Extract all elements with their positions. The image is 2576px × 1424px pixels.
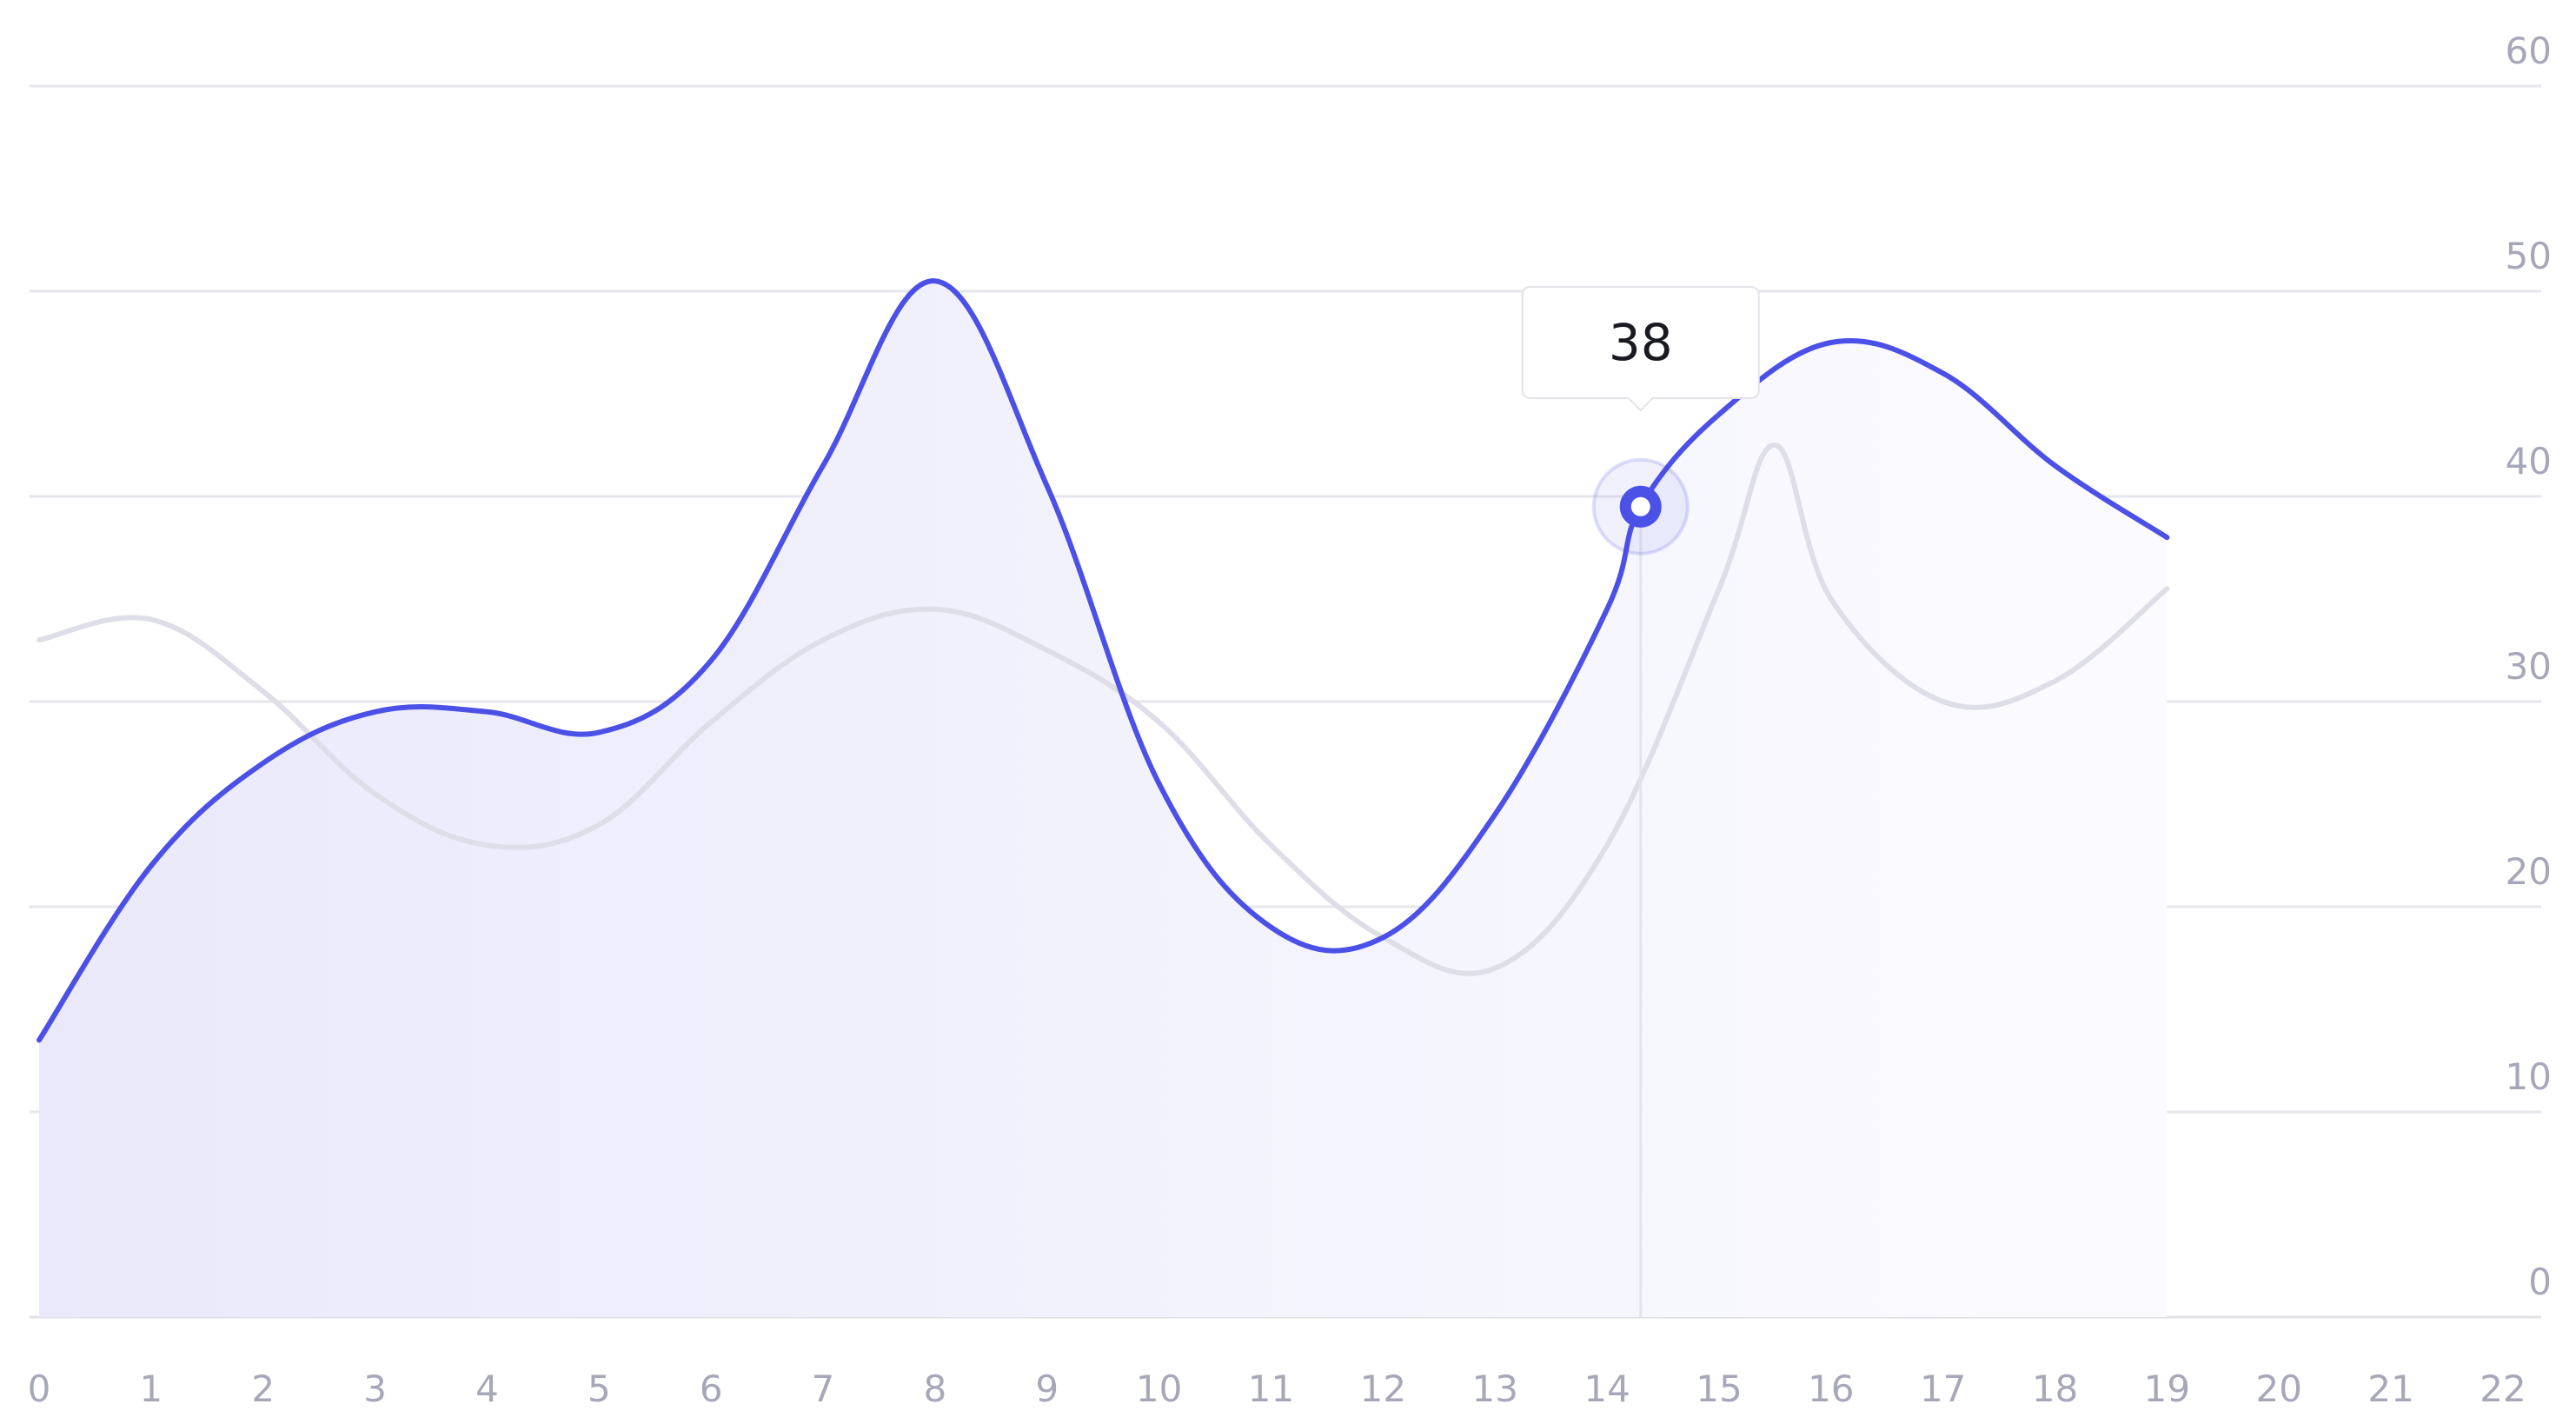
hover-point-center <box>1630 496 1650 516</box>
y-tick-label-60: 60 <box>2506 30 2552 72</box>
tooltip: 38 <box>1521 286 1760 412</box>
x-tick-label-6: 6 <box>700 1367 723 1410</box>
x-axis-ticks: 0 1 2 3 4 5 6 7 8 9 10 11 12 13 14 15 16 17 18 19 20 21 22 <box>28 1367 2526 1410</box>
x-tick-label-13: 13 <box>1472 1367 1518 1410</box>
x-tick-label-16: 16 <box>1808 1367 1854 1410</box>
x-tick-label-8: 8 <box>924 1367 947 1410</box>
crosshair-layer <box>1591 457 1690 1317</box>
x-tick-label-15: 15 <box>1696 1367 1742 1410</box>
x-tick-label-9: 9 <box>1035 1367 1059 1410</box>
y-tick-label-20: 20 <box>2506 850 2552 893</box>
x-tick-label-1: 1 <box>139 1367 163 1410</box>
x-tick-label-2: 2 <box>251 1367 275 1410</box>
x-tick-label-11: 11 <box>1248 1367 1294 1410</box>
x-tick-label-3: 3 <box>363 1367 387 1410</box>
x-tick-label-10: 10 <box>1136 1367 1182 1410</box>
x-tick-label-5: 5 <box>588 1367 611 1410</box>
tooltip-box <box>1521 286 1760 412</box>
y-tick-label-0: 0 <box>2528 1261 2552 1303</box>
y-tick-label-10: 10 <box>2506 1055 2552 1098</box>
tooltip-value: 38 <box>1609 313 1673 372</box>
x-tick-label-18: 18 <box>2032 1367 2078 1410</box>
x-tick-label-20: 20 <box>2256 1367 2302 1410</box>
x-tick-label-21: 21 <box>2367 1367 2413 1410</box>
series-0-area <box>39 281 2168 1317</box>
y-tick-label-50: 50 <box>2506 235 2552 277</box>
x-tick-label-12: 12 <box>1360 1367 1406 1410</box>
x-tick-label-7: 7 <box>812 1367 835 1410</box>
x-tick-label-19: 19 <box>2144 1367 2190 1410</box>
x-tick-label-17: 17 <box>1920 1367 1966 1410</box>
x-tick-label-4: 4 <box>475 1367 499 1410</box>
x-tick-label-22: 22 <box>2480 1367 2526 1410</box>
y-tick-label-30: 30 <box>2506 645 2552 688</box>
area-layer <box>39 281 2168 1317</box>
x-tick-label-0: 0 <box>28 1367 51 1410</box>
y-tick-label-40: 40 <box>2506 440 2552 482</box>
series-1-line <box>37 443 2170 976</box>
y-axis-ticks: 0 10 20 30 40 50 60 <box>2506 30 2552 1303</box>
x-tick-label-14: 14 <box>1583 1367 1630 1410</box>
